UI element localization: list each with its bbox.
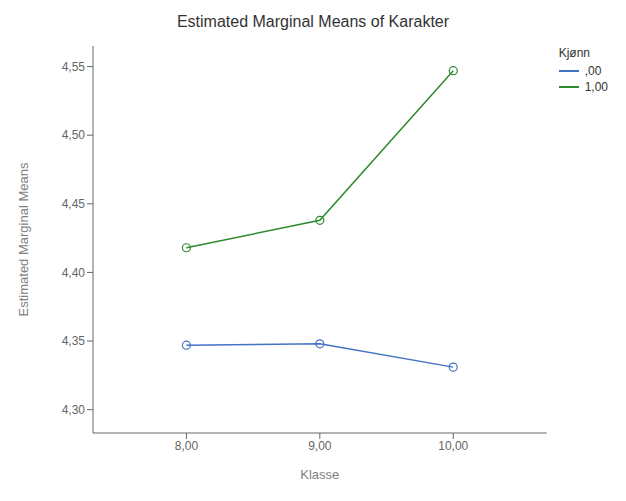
svg-text:4,50: 4,50 [62, 128, 86, 142]
svg-text:4,30: 4,30 [62, 403, 86, 417]
html-text:Estimated Marginal Means of Ka: Estimated Marginal Means of Karakter [176, 13, 450, 30]
svg-text:Klasse: Klasse [300, 467, 339, 482]
svg-text:4,55: 4,55 [62, 60, 86, 74]
svg-text:9,00: 9,00 [308, 439, 332, 453]
svg-text:10,00: 10,00 [438, 439, 468, 453]
html-text:1,00: 1,00 [584, 80, 608, 94]
svg-text:4,40: 4,40 [62, 266, 86, 280]
html-text:,00: ,00 [584, 64, 602, 78]
svg-text:4,35: 4,35 [62, 334, 86, 348]
svg-text:Estimated Marginal Means: Estimated Marginal Means [16, 162, 31, 316]
svg-text:8,00: 8,00 [175, 439, 199, 453]
html-text:Kjønn: Kjønn [558, 46, 590, 60]
svg-text:4,45: 4,45 [62, 197, 86, 211]
